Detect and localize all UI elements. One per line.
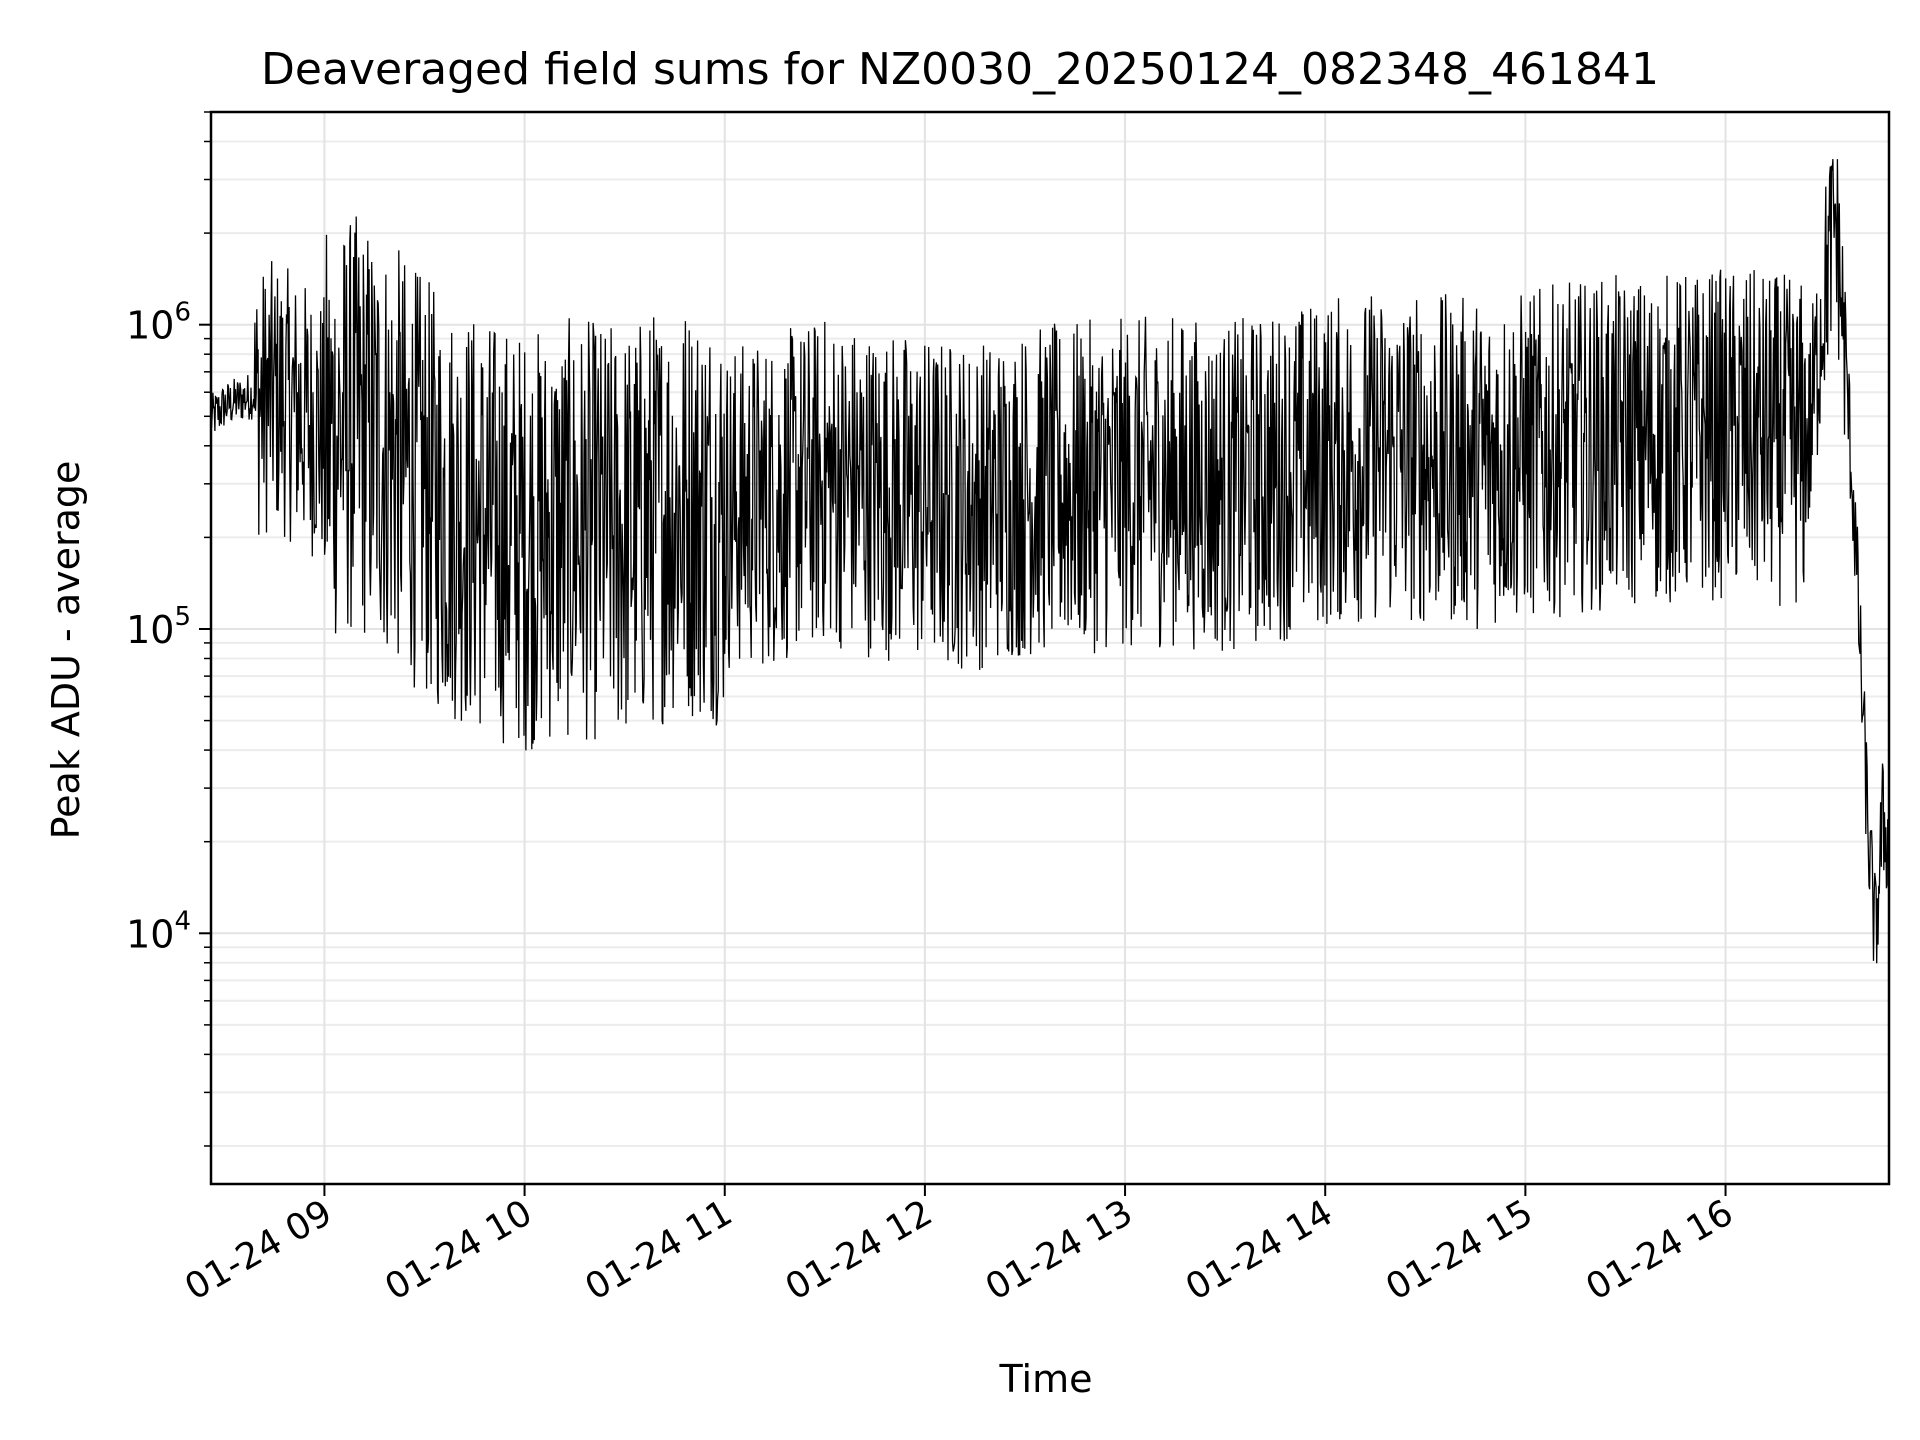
x-tick-label: 01-24 11 xyxy=(579,1192,740,1308)
x-tick-label: 01-24 09 xyxy=(178,1192,339,1308)
y-tick-label: 106 xyxy=(126,298,191,348)
y-tick-label: 104 xyxy=(126,906,191,956)
chart-title: Deaveraged field sums for NZ0030_2025012… xyxy=(261,44,1659,95)
axes-frame xyxy=(209,110,1891,1186)
x-tick-label: 01-24 10 xyxy=(378,1192,539,1308)
x-tick-label: 01-24 14 xyxy=(1179,1192,1340,1308)
x-tick-label: 01-24 15 xyxy=(1379,1192,1540,1308)
grid xyxy=(211,111,1889,1184)
x-tick-label: 01-24 13 xyxy=(979,1192,1140,1308)
x-tick-label: 01-24 12 xyxy=(779,1192,940,1308)
x-tick-label: 01-24 16 xyxy=(1579,1192,1740,1308)
x-axis-label: Time xyxy=(999,1357,1093,1401)
y-tick-label: 105 xyxy=(126,602,191,652)
data-series-line xyxy=(210,159,1890,964)
